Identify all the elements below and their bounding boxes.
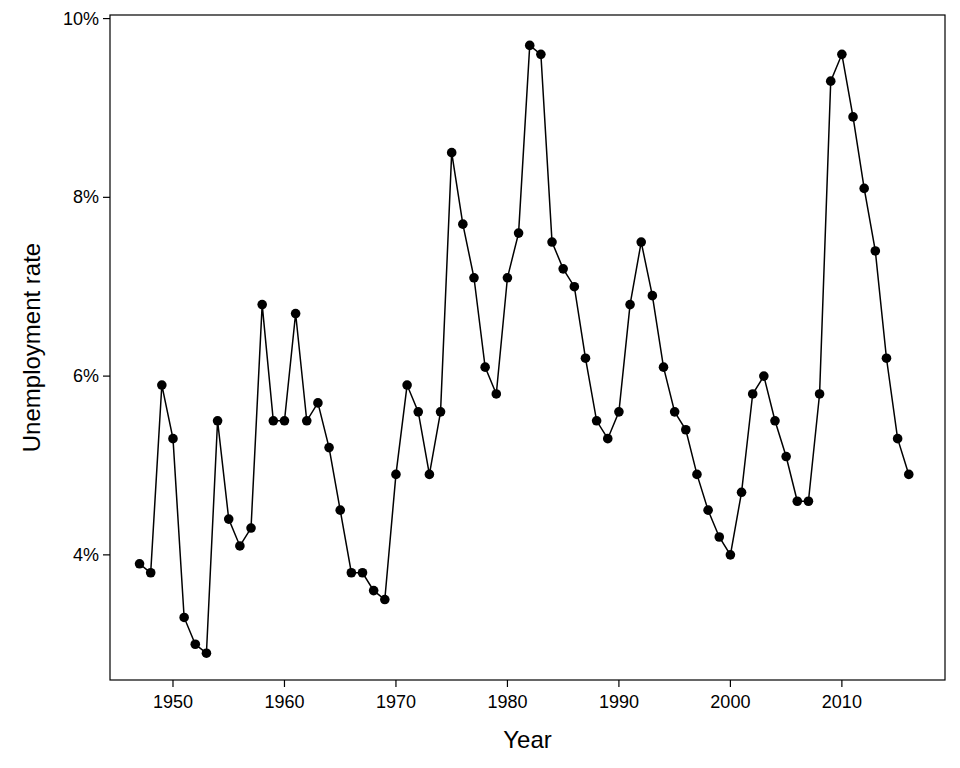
- data-point: [458, 219, 468, 229]
- data-point: [882, 353, 892, 363]
- data-point: [636, 237, 646, 247]
- data-point: [714, 532, 724, 542]
- y-tick-label: 6%: [73, 366, 99, 386]
- data-point: [603, 434, 613, 444]
- data-point: [503, 273, 513, 283]
- data-point: [380, 595, 390, 605]
- data-point: [224, 514, 234, 524]
- data-point: [547, 237, 557, 247]
- data-point: [815, 389, 825, 399]
- y-tick: [103, 554, 110, 555]
- data-point: [179, 613, 189, 623]
- data-point: [413, 407, 423, 417]
- x-tick-label: 1990: [599, 692, 639, 712]
- x-tick: [618, 680, 619, 687]
- x-axis-title: Year: [503, 726, 552, 753]
- data-point: [313, 398, 323, 408]
- data-point: [893, 434, 903, 444]
- x-tick-label: 1950: [153, 692, 193, 712]
- data-point: [369, 586, 379, 596]
- data-point: [781, 452, 791, 462]
- x-tick-label: 1970: [376, 692, 416, 712]
- data-point: [168, 434, 178, 444]
- data-point: [257, 300, 267, 310]
- y-tick: [103, 18, 110, 19]
- x-tick-label: 2010: [822, 692, 862, 712]
- data-point: [425, 470, 435, 480]
- y-tick-label: 10%: [63, 9, 99, 29]
- data-point: [581, 353, 591, 363]
- data-point: [491, 389, 501, 399]
- data-point: [135, 559, 145, 569]
- data-point: [324, 443, 334, 453]
- data-point: [726, 550, 736, 560]
- data-point: [848, 112, 858, 122]
- data-point: [904, 470, 914, 480]
- data-point: [146, 568, 156, 578]
- data-point: [859, 184, 869, 194]
- x-tick: [730, 680, 731, 687]
- data-point: [235, 541, 245, 551]
- data-point: [692, 470, 702, 480]
- data-point: [347, 568, 357, 578]
- data-point: [536, 50, 546, 60]
- y-tick: [103, 197, 110, 198]
- x-tick: [395, 680, 396, 687]
- data-point: [826, 76, 836, 86]
- y-tick-label: 8%: [73, 187, 99, 207]
- data-point: [659, 362, 669, 372]
- data-point: [157, 380, 167, 390]
- data-line: [140, 45, 909, 653]
- data-point: [202, 648, 212, 658]
- data-point: [670, 407, 680, 417]
- plot-data: [135, 41, 914, 658]
- data-point: [514, 228, 524, 238]
- x-tick-label: 1980: [487, 692, 527, 712]
- data-point: [302, 416, 312, 426]
- data-point: [402, 380, 412, 390]
- x-tick: [507, 680, 508, 687]
- data-point: [592, 416, 602, 426]
- y-tick: [103, 376, 110, 377]
- data-point: [447, 148, 457, 158]
- data-point: [436, 407, 446, 417]
- data-point: [335, 505, 345, 515]
- data-point: [837, 50, 847, 60]
- data-point: [525, 41, 535, 51]
- data-point: [391, 470, 401, 480]
- data-point: [871, 246, 881, 256]
- data-point: [558, 264, 568, 274]
- data-point: [759, 371, 769, 381]
- x-tick-label: 1960: [264, 692, 304, 712]
- data-point: [269, 416, 279, 426]
- data-point: [570, 282, 580, 292]
- data-point: [291, 309, 301, 319]
- data-point: [469, 273, 479, 283]
- data-point: [648, 291, 658, 301]
- x-tick: [284, 680, 285, 687]
- data-point: [480, 362, 490, 372]
- data-point: [792, 496, 802, 506]
- x-tick-label: 2000: [710, 692, 750, 712]
- data-point: [614, 407, 624, 417]
- y-tick-label: 4%: [73, 545, 99, 565]
- data-point: [213, 416, 223, 426]
- data-point: [748, 389, 758, 399]
- y-axis-title: Unemployment rate: [18, 243, 45, 452]
- data-point: [770, 416, 780, 426]
- data-point: [190, 639, 200, 649]
- data-point: [358, 568, 368, 578]
- x-tick: [172, 680, 173, 687]
- data-point: [625, 300, 635, 310]
- x-tick: [841, 680, 842, 687]
- data-point: [804, 496, 814, 506]
- data-point: [737, 487, 747, 497]
- data-point: [280, 416, 290, 426]
- chart: 1950 1960 1970 1980 1990 2000 2010 4% 6% 8% 10% Yea…: [0, 0, 960, 768]
- data-point: [681, 425, 691, 435]
- plot-frame: [110, 15, 945, 680]
- data-point: [246, 523, 256, 533]
- data-point: [703, 505, 713, 515]
